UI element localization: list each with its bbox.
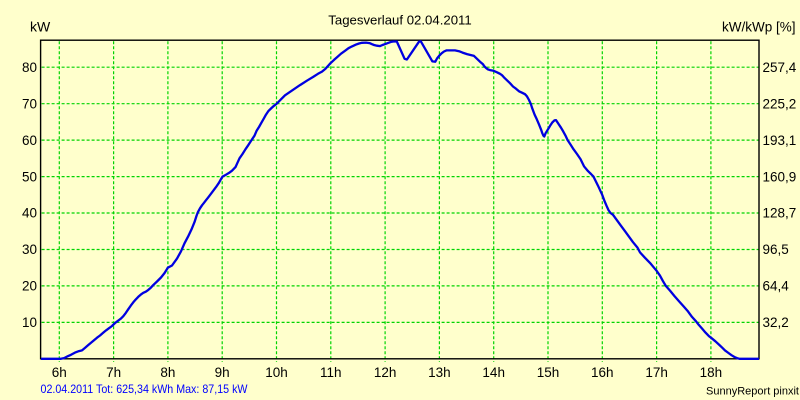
svg-text:225,2: 225,2	[763, 96, 797, 111]
svg-text:16h: 16h	[591, 365, 614, 380]
svg-text:18h: 18h	[700, 365, 723, 380]
svg-text:50: 50	[22, 169, 37, 184]
svg-text:9h: 9h	[215, 365, 230, 380]
svg-text:10h: 10h	[265, 365, 288, 380]
svg-text:15h: 15h	[537, 365, 560, 380]
svg-text:02.04.2011 Tot: 625,34 kWh Max: 02.04.2011 Tot: 625,34 kWh Max: 87,15 kW	[41, 382, 249, 396]
svg-text:10: 10	[22, 315, 37, 330]
svg-text:60: 60	[22, 133, 37, 148]
svg-text:17h: 17h	[645, 365, 668, 380]
svg-text:70: 70	[22, 96, 37, 111]
svg-text:kW/kWp [%]: kW/kWp [%]	[722, 20, 796, 35]
svg-text:6h: 6h	[52, 365, 67, 380]
svg-text:11h: 11h	[320, 365, 342, 380]
svg-text:Tagesverlauf 02.04.2011: Tagesverlauf 02.04.2011	[328, 12, 471, 27]
svg-text:40: 40	[22, 206, 37, 221]
svg-text:13h: 13h	[428, 365, 451, 380]
svg-text:193,1: 193,1	[763, 133, 797, 148]
svg-text:160,9: 160,9	[763, 169, 797, 184]
svg-text:128,7: 128,7	[763, 206, 797, 221]
svg-text:96,5: 96,5	[763, 242, 789, 257]
svg-text:14h: 14h	[482, 365, 505, 380]
svg-text:80: 80	[22, 60, 37, 75]
svg-text:30: 30	[22, 242, 37, 257]
svg-text:SunnyReport pinxit: SunnyReport pinxit	[706, 386, 799, 398]
svg-text:20: 20	[22, 279, 37, 294]
svg-text:64,4: 64,4	[763, 279, 790, 294]
svg-text:12h: 12h	[374, 365, 397, 380]
svg-text:32,2: 32,2	[763, 315, 789, 330]
svg-text:257,4: 257,4	[763, 60, 797, 75]
svg-text:7h: 7h	[106, 365, 121, 380]
svg-text:kW: kW	[30, 18, 51, 34]
svg-text:8h: 8h	[160, 365, 175, 380]
